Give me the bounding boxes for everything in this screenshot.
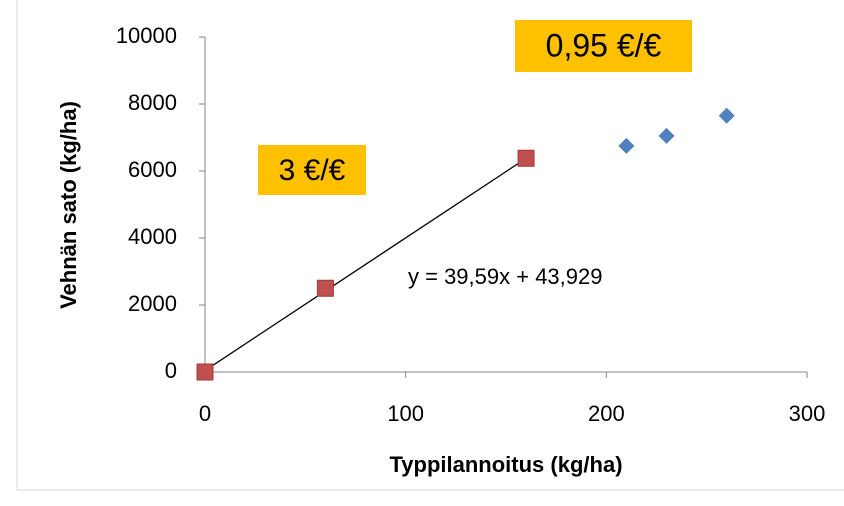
- x-tick-label: 100: [387, 401, 424, 426]
- data-point: [517, 149, 535, 167]
- y-tick-label: 2000: [128, 291, 177, 316]
- x-tick-label: 200: [588, 401, 625, 426]
- annotation: y = 39,59x + 43,929: [408, 264, 603, 289]
- x-axis-title: Typpilannoitus (kg/ha): [389, 452, 622, 477]
- y-tick-label: 10000: [116, 23, 177, 48]
- data-point: [658, 127, 675, 144]
- data-point: [316, 279, 334, 297]
- data-point: [196, 363, 214, 381]
- y-tick-label: 6000: [128, 157, 177, 182]
- y-tick-label: 4000: [128, 224, 177, 249]
- annotation-box: [258, 145, 366, 195]
- x-tick-label: 300: [789, 401, 826, 426]
- data-point: [618, 137, 635, 154]
- trendline: [204, 157, 527, 372]
- annotation: 0,95 €/€: [546, 27, 662, 63]
- y-tick-label: 8000: [128, 90, 177, 115]
- x-tick-label: 0: [199, 401, 211, 426]
- annotation: 3 €/€: [279, 154, 346, 187]
- y-tick-label: 0: [165, 358, 177, 383]
- annotation-box: [515, 20, 692, 72]
- data-point: [718, 107, 735, 124]
- y-axis-title: Vehnän sato (kg/ha): [56, 101, 81, 309]
